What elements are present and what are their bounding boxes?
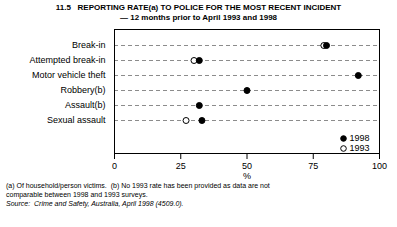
- svg-text:1993: 1993: [350, 143, 370, 153]
- html-text:11.5 REPORTING RATE(a) TO POLI: 11.5 REPORTING RATE(a) TO POLICE FOR THE…: [55, 3, 342, 12]
- svg-text:Break-in: Break-in: [72, 40, 106, 50]
- html-text:— 12 months prior to April 199: — 12 months prior to April 1993 and 1998: [120, 13, 277, 22]
- svg-text:Motor vehicle theft: Motor vehicle theft: [32, 70, 106, 80]
- svg-text:Sexual assault: Sexual assault: [47, 115, 106, 125]
- svg-text:1998: 1998: [350, 133, 370, 143]
- svg-text:0: 0: [112, 161, 117, 171]
- html-text:(a) Of household/person victim: (a) Of household/person victims. (b) No …: [6, 182, 270, 189]
- svg-text:Robbery(b): Robbery(b): [60, 85, 105, 95]
- svg-text:Assault(b): Assault(b): [65, 100, 106, 110]
- svg-text:75: 75: [308, 161, 318, 171]
- svg-text:%: %: [243, 171, 251, 181]
- svg-text:100: 100: [372, 161, 387, 171]
- html-text:Source: Crime and Safety, Aust: Source: Crime and Safety, Australia, Apr…: [6, 200, 184, 207]
- html-text:comparable between 1998 and 19: comparable between 1998 and 1993 surveys…: [6, 191, 148, 198]
- svg-text:Attempted break-in: Attempted break-in: [29, 55, 105, 65]
- svg-text:50: 50: [242, 161, 252, 171]
- svg-text:25: 25: [176, 161, 186, 171]
